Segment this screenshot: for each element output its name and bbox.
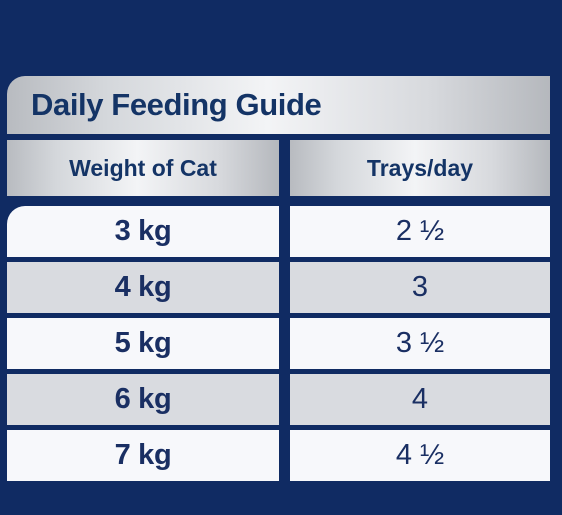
weight-cell-row-3: 5 kg	[7, 318, 279, 369]
weight-cell-row-5: 7 kg	[7, 430, 279, 481]
trays-cell-row-4: 4	[290, 374, 550, 425]
trays-cell-row-5: 4 ½	[290, 430, 550, 481]
weight-cell-row-2: 4 kg	[7, 262, 279, 313]
trays-cell-row-3: 3 ½	[290, 318, 550, 369]
trays-cell-row-1: 2 ½	[290, 206, 550, 257]
weight-cell-row-4: 6 kg	[7, 374, 279, 425]
trays-cell-row-2: 3	[290, 262, 550, 313]
table-title: Daily Feeding Guide	[7, 76, 550, 134]
weight-cell-row-1: 3 kg	[7, 206, 279, 257]
trays-column-header: Trays/day	[290, 140, 550, 196]
weight-column-header: Weight of Cat	[7, 140, 279, 196]
